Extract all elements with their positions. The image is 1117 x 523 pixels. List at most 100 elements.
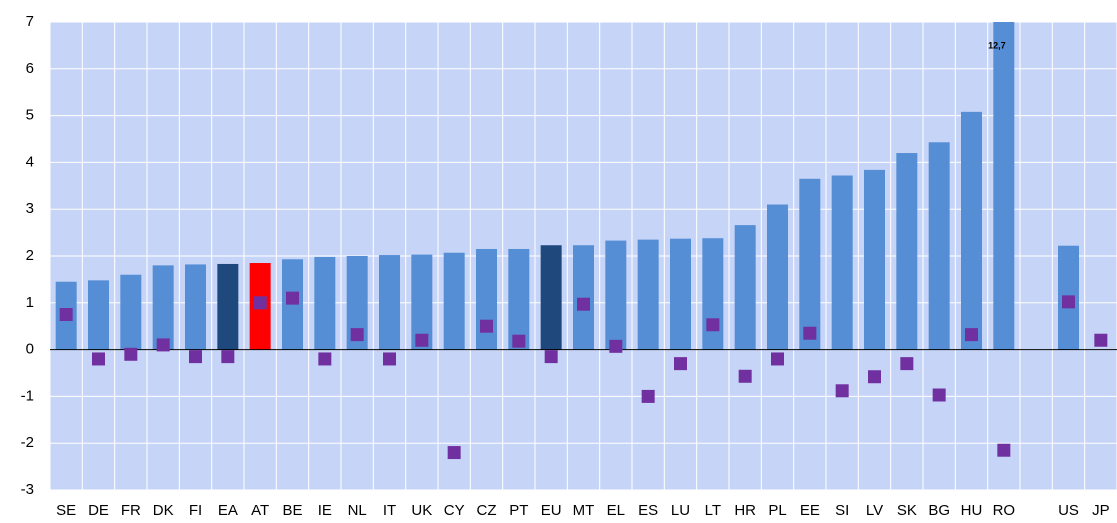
bar (961, 111, 982, 350)
x-tick-label: EA (218, 502, 238, 519)
x-tick-label: UK (411, 502, 432, 519)
x-tick-label: PL (768, 502, 786, 519)
x-tick-label: BE (282, 502, 302, 519)
bar (734, 225, 756, 350)
x-tick-label: EE (800, 502, 820, 519)
bar (573, 245, 594, 350)
x-tick-label: FI (189, 502, 202, 519)
y-tick-label: -1 (21, 387, 34, 404)
marker (92, 352, 105, 366)
x-tick-label: HU (961, 502, 983, 519)
marker (738, 369, 752, 383)
marker (803, 326, 817, 340)
bar (88, 280, 109, 350)
x-tick-label: BG (928, 502, 950, 519)
bar (670, 238, 691, 350)
marker (447, 446, 461, 460)
bar (767, 204, 788, 350)
marker (868, 370, 881, 384)
bar (702, 238, 724, 350)
x-tick-label: MT (573, 502, 595, 519)
marker (997, 443, 1011, 457)
x-tick-label: NL (348, 502, 367, 519)
y-tick-label: 5 (26, 107, 34, 124)
x-tick-label: LU (671, 502, 690, 519)
value-label: 12,7 (988, 40, 1006, 50)
bar (605, 240, 627, 350)
bar (443, 252, 465, 350)
x-tick-label: DK (153, 502, 174, 519)
x-tick-label: JP (1092, 502, 1110, 519)
bar (993, 22, 1015, 350)
x-tick-label: FR (121, 502, 141, 519)
bar (831, 175, 853, 350)
marker (835, 384, 849, 398)
marker (900, 357, 914, 371)
y-tick-label: 0 (26, 341, 34, 358)
x-tick-label: CZ (477, 502, 497, 519)
marker (706, 318, 720, 332)
x-tick-label: LV (866, 502, 883, 519)
marker (350, 328, 364, 342)
marker (577, 297, 590, 311)
marker (189, 350, 202, 364)
marker (674, 357, 687, 371)
marker (1094, 333, 1108, 347)
x-tick-label: AT (251, 502, 269, 519)
bar (637, 239, 659, 350)
bar (120, 274, 142, 350)
marker (415, 333, 429, 347)
x-tick-label: HR (734, 502, 756, 519)
bar (346, 256, 368, 350)
marker (480, 319, 493, 333)
x-tick-label: LT (705, 502, 721, 519)
marker (932, 388, 946, 402)
x-tick-label: CY (444, 502, 465, 519)
marker (512, 334, 526, 348)
marker (609, 339, 623, 353)
marker (544, 350, 558, 364)
x-tick-label: ES (638, 502, 658, 519)
bar (379, 255, 400, 350)
marker (771, 352, 784, 366)
bar (476, 248, 497, 350)
x-tick-label: PT (509, 502, 528, 519)
y-tick-label: -3 (21, 481, 34, 498)
y-tick-label: -2 (21, 434, 34, 451)
marker (965, 328, 978, 342)
x-tick-label: SE (56, 502, 76, 519)
y-tick-label: 2 (26, 247, 34, 264)
x-tick-label: SK (897, 502, 917, 519)
bar (928, 142, 950, 350)
marker (253, 296, 267, 310)
bar (185, 264, 206, 350)
y-tick-label: 6 (26, 60, 34, 77)
y-tick-label: 7 (26, 13, 34, 30)
x-tick-label: US (1058, 502, 1079, 519)
marker (156, 338, 170, 352)
marker (1062, 295, 1075, 309)
marker (286, 291, 299, 305)
y-tick-label: 4 (26, 153, 34, 170)
marker (383, 352, 396, 366)
x-tick-label: IE (318, 502, 332, 519)
bar (152, 265, 174, 350)
y-tick-label: 3 (26, 200, 34, 217)
bar (411, 254, 433, 350)
x-tick-label: EU (541, 502, 562, 519)
bar (508, 248, 530, 350)
x-tick-label: IT (383, 502, 396, 519)
marker (221, 350, 235, 364)
x-tick-label: EL (607, 502, 625, 519)
bar (864, 169, 885, 350)
bar (896, 153, 918, 350)
marker (124, 347, 138, 361)
bar (314, 256, 336, 350)
y-tick-label: 1 (26, 294, 34, 311)
bar (540, 245, 562, 350)
marker (641, 389, 655, 403)
marker (59, 308, 73, 321)
x-tick-label: RO (993, 502, 1016, 519)
x-tick-label: SI (835, 502, 849, 519)
